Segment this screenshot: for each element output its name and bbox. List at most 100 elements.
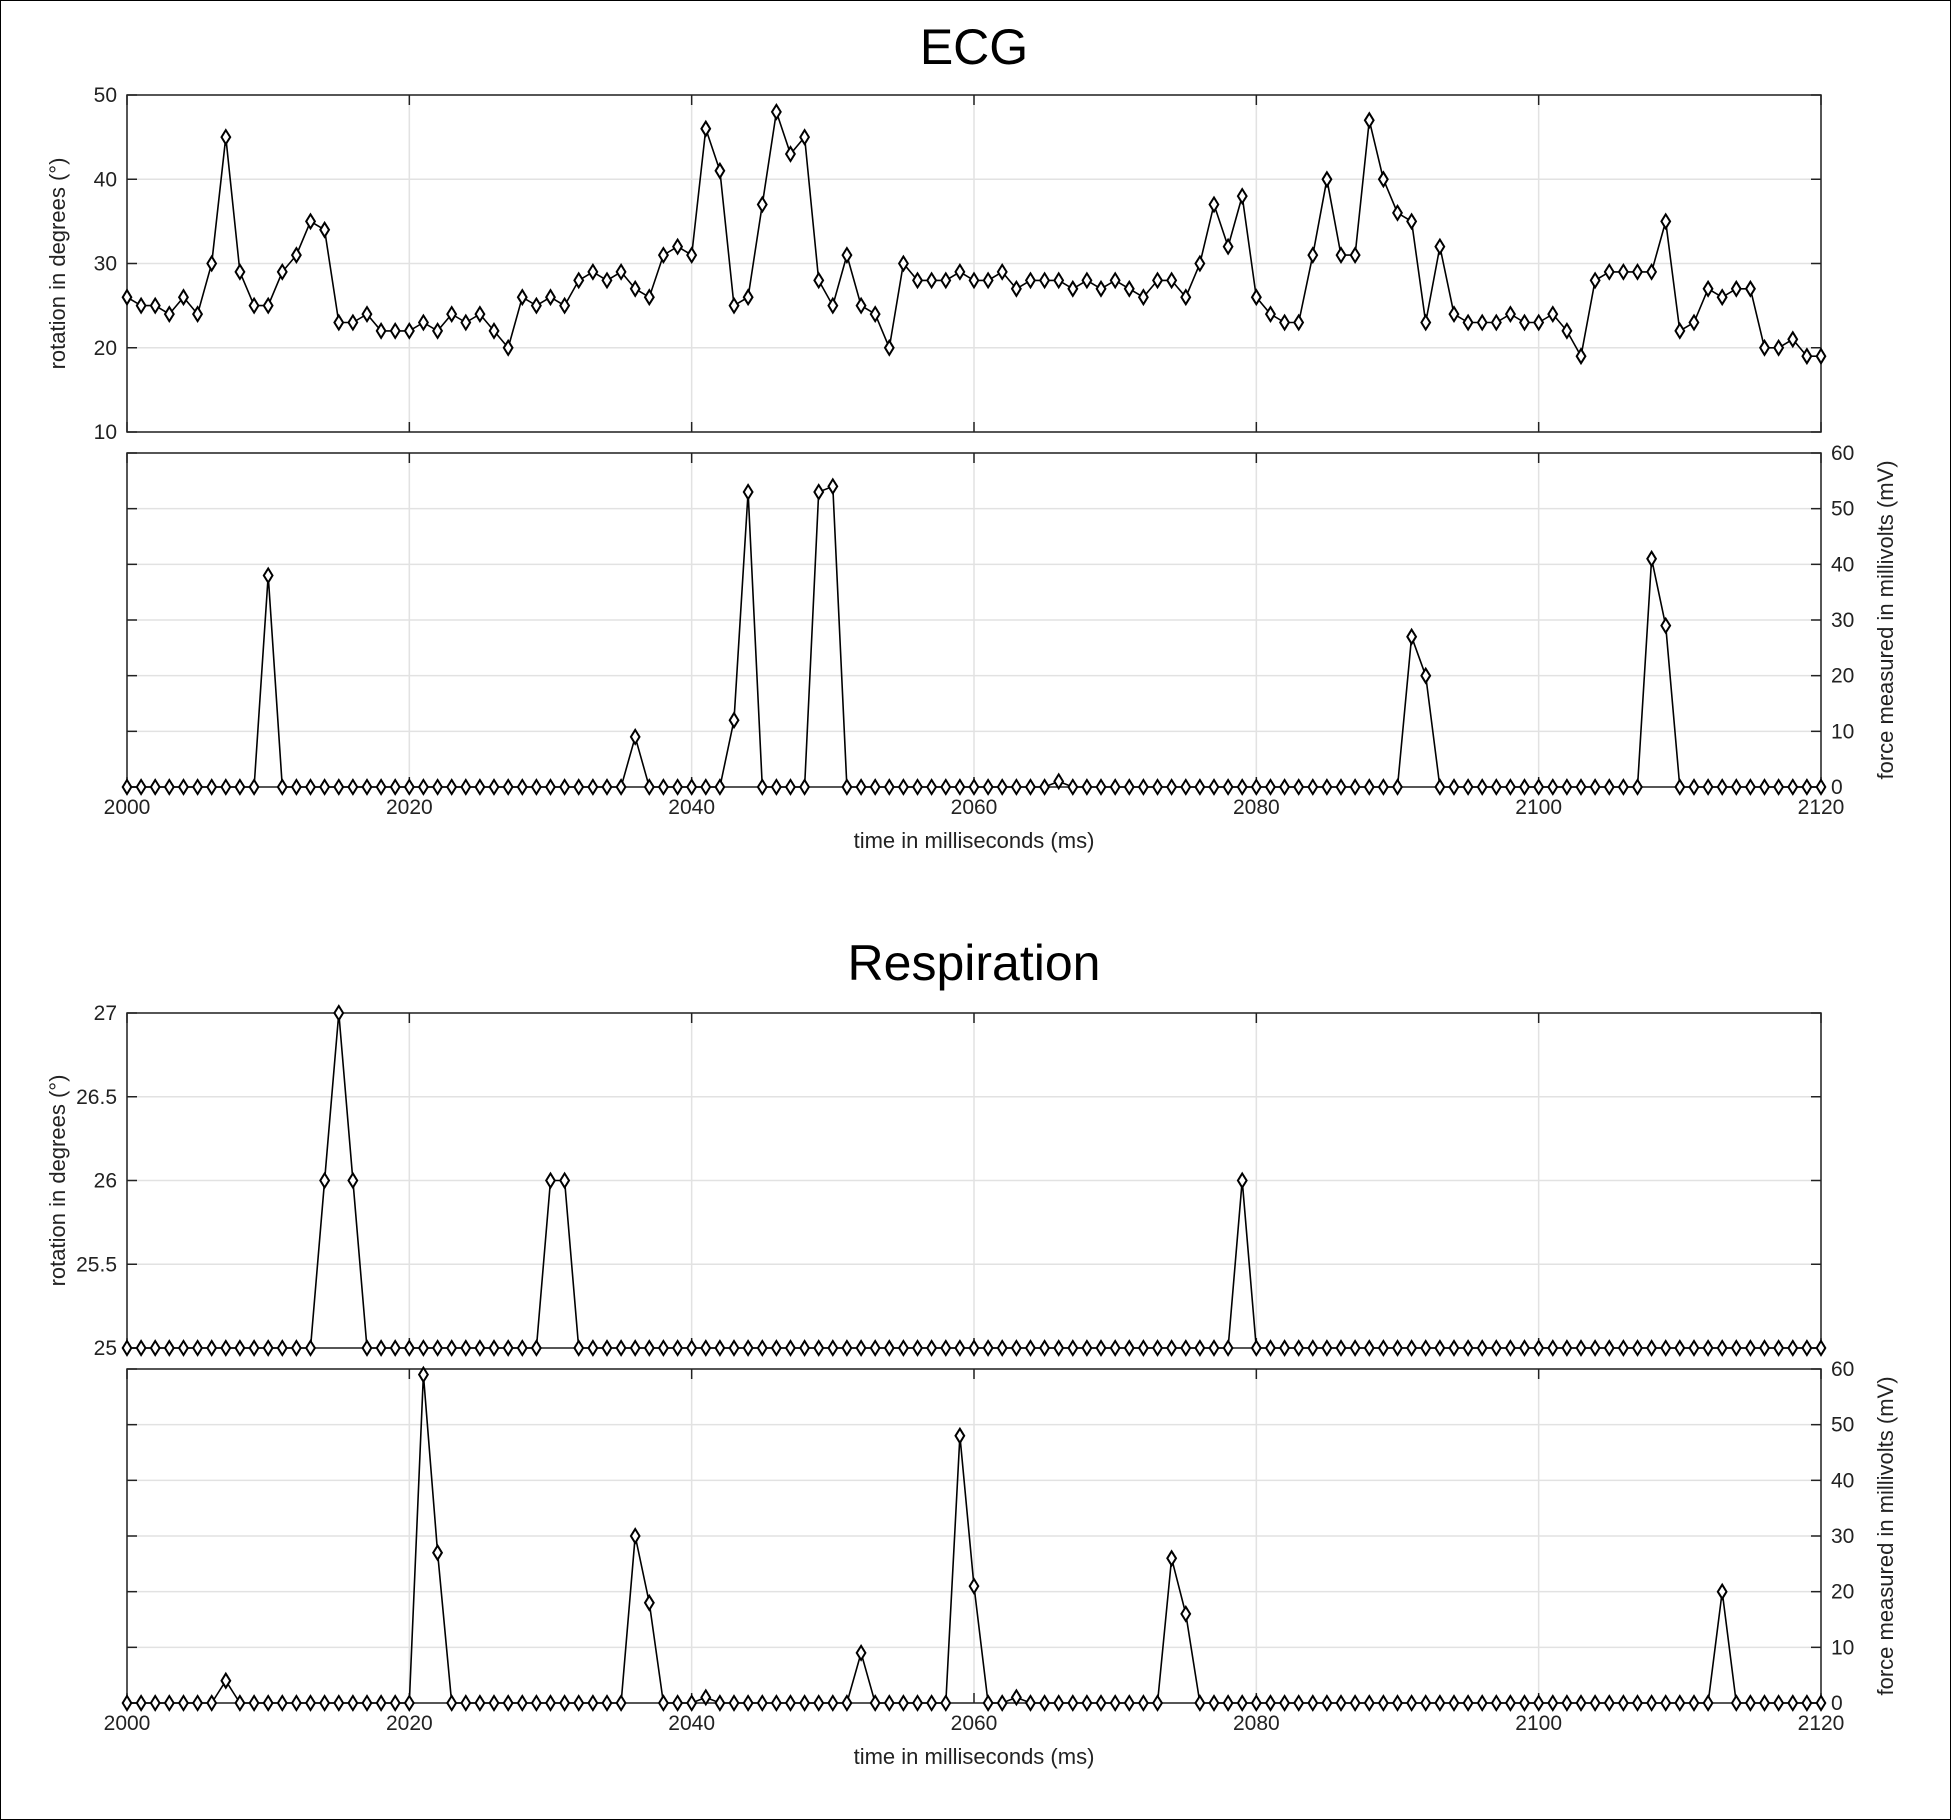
data-point [1392,203,1403,222]
data-point [333,1004,345,1022]
data-point [347,313,359,332]
data-point [629,1527,641,1545]
data-point [813,1339,825,1357]
data-point [714,1694,726,1712]
data-point [1123,1694,1135,1712]
data-point [1434,1339,1446,1357]
data-point [1039,271,1051,290]
data-point [1730,778,1742,796]
y-tick-label: 10 [1831,1636,1854,1659]
data-point [1222,1339,1234,1357]
data-point [672,1339,684,1357]
data-point [375,321,387,340]
data-point [841,778,853,796]
data-point [163,1339,175,1357]
data-point [276,263,288,281]
data-point [1335,778,1347,796]
data-point [545,778,556,796]
data-point [742,288,754,307]
data-point [1603,1339,1615,1357]
data-point [1349,246,1361,264]
axes-panel-0: 10 20 30 40 50 rotation in degrees (°) [45,84,1827,444]
data-point [206,254,218,273]
data-point [432,1543,444,1562]
y-tick-label: 40 [1831,1469,1854,1492]
x-tick-label: 2040 [668,1712,715,1735]
data-point [1363,111,1375,130]
data-point [714,161,726,180]
data-point [1589,778,1601,796]
data-point [432,778,444,796]
data-point [1448,305,1460,323]
data-point [1279,1694,1291,1712]
data-point [1617,263,1629,281]
data-point [1490,313,1502,332]
x-tick-label: 2020 [386,796,433,819]
data-point [1490,1694,1502,1712]
data-point [417,778,429,796]
data-point [869,1694,881,1712]
y-tick-label: 10 [1831,720,1854,743]
data-point [728,1694,740,1712]
data-point [1815,1694,1827,1712]
data-point [1504,1694,1516,1712]
data-point [149,778,161,796]
data-point [1674,1694,1686,1712]
data-point [262,1339,274,1357]
data-point [389,1339,401,1357]
y-axis-label: force measured in millivolts (mV) [1873,1376,1898,1695]
data-point [121,288,133,307]
data-point [912,271,924,290]
data-point [1519,313,1531,332]
data-point [813,271,825,290]
data-point [1561,321,1573,340]
data-point [1095,778,1107,796]
data-point [559,1171,571,1190]
data-point [1646,549,1658,568]
data-point [686,1339,698,1357]
data-point [1363,778,1375,796]
data-point [1335,1339,1347,1357]
data-point [1547,1339,1559,1357]
data-point [135,1339,147,1357]
data-point [1533,1694,1545,1712]
data-point [446,778,458,796]
data-point [530,778,542,796]
data-point [573,1694,585,1712]
data-point [1702,1694,1714,1712]
data-point [1787,330,1799,349]
data-point [1561,778,1573,796]
data-point [770,1339,782,1357]
data-point [177,1339,189,1357]
data-point [1067,1339,1079,1357]
data-point [262,566,274,585]
data-point [799,1694,811,1712]
data-point [417,1339,429,1357]
data-point [1660,1694,1672,1712]
data-point [982,271,994,290]
data-point [1773,338,1785,357]
data-point [1504,1339,1516,1357]
data-point [1787,1339,1799,1357]
chart-title-ecg: ECG [920,19,1028,75]
data-point [1547,1694,1559,1712]
data-point [1660,212,1672,231]
data-point [1617,778,1629,796]
data-point [1208,195,1220,214]
data-point [319,778,331,796]
data-point [1236,187,1248,205]
data-point [700,1688,712,1707]
data-point [799,1339,811,1357]
data-point [1109,778,1121,796]
data-point [1180,1605,1192,1623]
data-point [361,305,373,323]
data-point [1180,288,1192,307]
data-point [234,1339,246,1357]
data-point [403,1339,415,1357]
data-point [1519,1694,1531,1712]
data-point [248,1694,260,1712]
data-point [1335,246,1347,264]
data-point [954,778,966,796]
data-point [728,711,740,730]
data-point [1575,778,1587,796]
